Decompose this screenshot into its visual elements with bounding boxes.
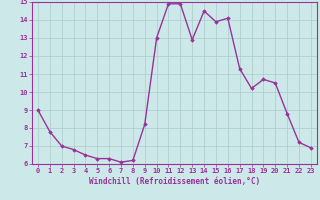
X-axis label: Windchill (Refroidissement éolien,°C): Windchill (Refroidissement éolien,°C) [89, 177, 260, 186]
